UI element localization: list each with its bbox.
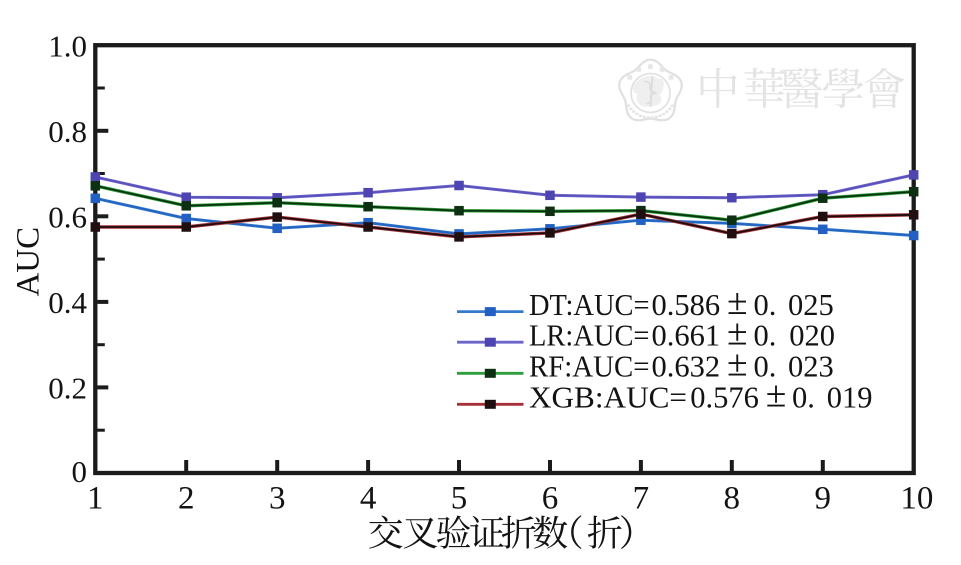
svg-text:0.661: 0.661 xyxy=(652,318,721,352)
svg-text:0.: 0. xyxy=(754,350,777,384)
svg-text:±: ± xyxy=(727,312,748,353)
svg-text:2: 2 xyxy=(178,480,195,516)
svg-text:AUC: AUC xyxy=(11,227,47,297)
svg-text:0.586: 0.586 xyxy=(652,288,721,322)
svg-text:0.: 0. xyxy=(792,381,815,415)
svg-text:8: 8 xyxy=(724,480,741,516)
svg-text:0.6: 0.6 xyxy=(48,200,87,235)
svg-text:5: 5 xyxy=(451,480,468,516)
svg-text:020: 020 xyxy=(789,318,835,352)
svg-text:4: 4 xyxy=(360,480,377,516)
svg-text:7: 7 xyxy=(633,480,650,516)
svg-text:019: 019 xyxy=(827,381,873,415)
svg-text:LR:AUC=: LR:AUC= xyxy=(529,318,650,352)
svg-text:1: 1 xyxy=(87,480,104,516)
svg-text:025: 025 xyxy=(788,288,834,322)
svg-text:0.2: 0.2 xyxy=(48,371,87,406)
svg-text:0: 0 xyxy=(72,454,88,489)
svg-text:0.4: 0.4 xyxy=(48,285,87,320)
svg-text:0.8: 0.8 xyxy=(48,114,87,149)
svg-text:10: 10 xyxy=(900,480,933,516)
svg-text:0.576: 0.576 xyxy=(690,381,759,415)
svg-text:6: 6 xyxy=(542,480,559,516)
svg-text:XGB:AUC=: XGB:AUC= xyxy=(529,381,687,415)
svg-text:DT:AUC=: DT:AUC= xyxy=(529,288,650,322)
svg-text:±: ± xyxy=(766,375,787,416)
svg-text:1.0: 1.0 xyxy=(48,28,87,63)
svg-text:0.632: 0.632 xyxy=(652,350,721,384)
svg-text:0.: 0. xyxy=(754,318,777,352)
svg-text:3: 3 xyxy=(269,480,286,516)
svg-text:0.: 0. xyxy=(754,288,777,322)
svg-text:023: 023 xyxy=(788,350,834,384)
svg-text:9: 9 xyxy=(815,480,832,516)
svg-text:±: ± xyxy=(727,344,748,385)
svg-text:±: ± xyxy=(727,282,748,323)
svg-text:RF:AUC=: RF:AUC= xyxy=(529,350,650,384)
